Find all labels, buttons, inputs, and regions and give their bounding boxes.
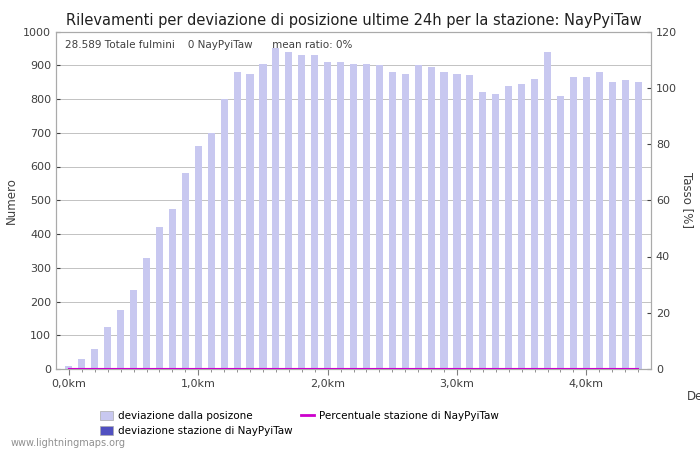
Bar (414, 65, 421, 369)
Bar (324, 62, 331, 369)
Bar (260, 63, 267, 369)
Bar (363, 63, 370, 369)
Bar (272, 49, 279, 369)
Bar (195, 146, 202, 369)
Legend: deviazione dalla posizone, deviazione stazione di NayPyiTaw, Percentuale stazion: deviazione dalla posizone, deviazione st… (96, 407, 503, 440)
Title: Rilevamenti per deviazione di posizione ultime 24h per la stazione: NayPyiTaw: Rilevamenti per deviazione di posizione … (66, 13, 641, 27)
Bar (389, 72, 396, 369)
Bar (376, 65, 383, 369)
Bar (117, 310, 124, 369)
Y-axis label: Tasso [%]: Tasso [%] (680, 172, 694, 228)
Bar (208, 133, 215, 369)
Bar (557, 96, 564, 369)
Text: 28.589 Totale fulmini    0 NayPyiTaw      mean ratio: 0%: 28.589 Totale fulmini 0 NayPyiTaw mean r… (65, 40, 352, 50)
Bar (298, 55, 305, 369)
Bar (143, 257, 150, 369)
Bar (544, 52, 551, 369)
Bar (518, 84, 525, 369)
Bar (622, 81, 629, 369)
Text: Deviazioni: Deviazioni (687, 390, 700, 403)
Bar (350, 63, 357, 369)
Bar (531, 79, 538, 369)
Y-axis label: Numero: Numero (5, 177, 18, 224)
Bar (91, 349, 99, 369)
Bar (634, 82, 642, 369)
Bar (78, 359, 85, 369)
Bar (492, 94, 499, 369)
Bar (608, 82, 616, 369)
Bar (220, 99, 228, 369)
Bar (286, 52, 293, 369)
Bar (311, 55, 318, 369)
Bar (480, 92, 486, 369)
Bar (130, 290, 137, 369)
Bar (454, 74, 461, 369)
Bar (156, 227, 163, 369)
Text: www.lightningmaps.org: www.lightningmaps.org (10, 438, 125, 448)
Bar (402, 74, 409, 369)
Bar (337, 62, 344, 369)
Bar (570, 77, 577, 369)
Bar (246, 74, 253, 369)
Bar (466, 75, 473, 369)
Bar (65, 365, 73, 369)
Bar (505, 86, 512, 369)
Bar (104, 327, 111, 369)
Bar (169, 209, 176, 369)
Bar (596, 72, 603, 369)
Bar (234, 72, 241, 369)
Bar (440, 72, 447, 369)
Bar (428, 67, 435, 369)
Bar (583, 77, 590, 369)
Bar (182, 173, 189, 369)
